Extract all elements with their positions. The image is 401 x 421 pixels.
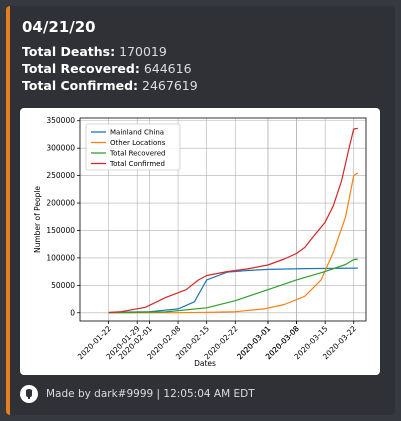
embed-card: 04/21/20 Total Deaths: 170019 Total Reco… [6, 6, 395, 415]
total-deaths-label: Total Deaths: [22, 44, 116, 59]
y-tick-label: 250000 [46, 171, 75, 180]
total-recovered-value: 644616 [143, 61, 192, 76]
total-recovered-label: Total Recovered: [22, 61, 140, 76]
legend-box [85, 123, 181, 171]
legend-label: Mainland China [110, 129, 164, 137]
total-confirmed-line: Total Confirmed: 2467619 [22, 78, 198, 93]
y-tick-label: 350000 [46, 116, 75, 125]
series-line-mainland-china [108, 267, 358, 314]
line-chart: 0 50000 100000 150000 200000 250000 300000 3500… [33, 116, 367, 368]
total-deaths-line: Total Deaths: 170019 [22, 44, 167, 59]
embed-footer: Made by dark#9999 | 12:05:04 AM EDT [20, 384, 255, 404]
y-tick-label: 200000 [46, 199, 75, 208]
y-tick-label: 300000 [46, 144, 75, 153]
total-deaths-value: 170019 [119, 44, 167, 59]
series-line-total-confirmed [108, 127, 358, 314]
y-axis-label: Number of People [33, 186, 42, 253]
total-recovered-line: Total Recovered: 644616 [22, 61, 192, 76]
plot-frame [79, 117, 367, 322]
y-tick-label: 100000 [46, 253, 75, 262]
y-tick-label: 0 [70, 308, 75, 317]
embed-accent-bar [6, 6, 10, 415]
series-line-total-recovered [108, 258, 358, 314]
bot-avatar-icon [20, 385, 38, 403]
legend-label: Other Locations [110, 139, 166, 147]
y-tick-label: 150000 [46, 226, 75, 235]
y-tick-label: 50000 [51, 281, 75, 290]
embed-title: 04/21/20 [22, 18, 96, 36]
series-line-other-locations [108, 172, 359, 314]
chart-image[interactable]: 0 50000 100000 150000 200000 250000 300000 3500… [20, 108, 380, 375]
total-confirmed-value: 2467619 [142, 78, 198, 93]
legend-label: Total Recovered [109, 150, 165, 158]
x-axis-label: Dates [194, 359, 216, 368]
footer-text: Made by dark#9999 | 12:05:04 AM EDT [46, 388, 255, 400]
total-confirmed-label: Total Confirmed: [22, 78, 139, 93]
legend-label: Total Confirmed [109, 160, 165, 168]
